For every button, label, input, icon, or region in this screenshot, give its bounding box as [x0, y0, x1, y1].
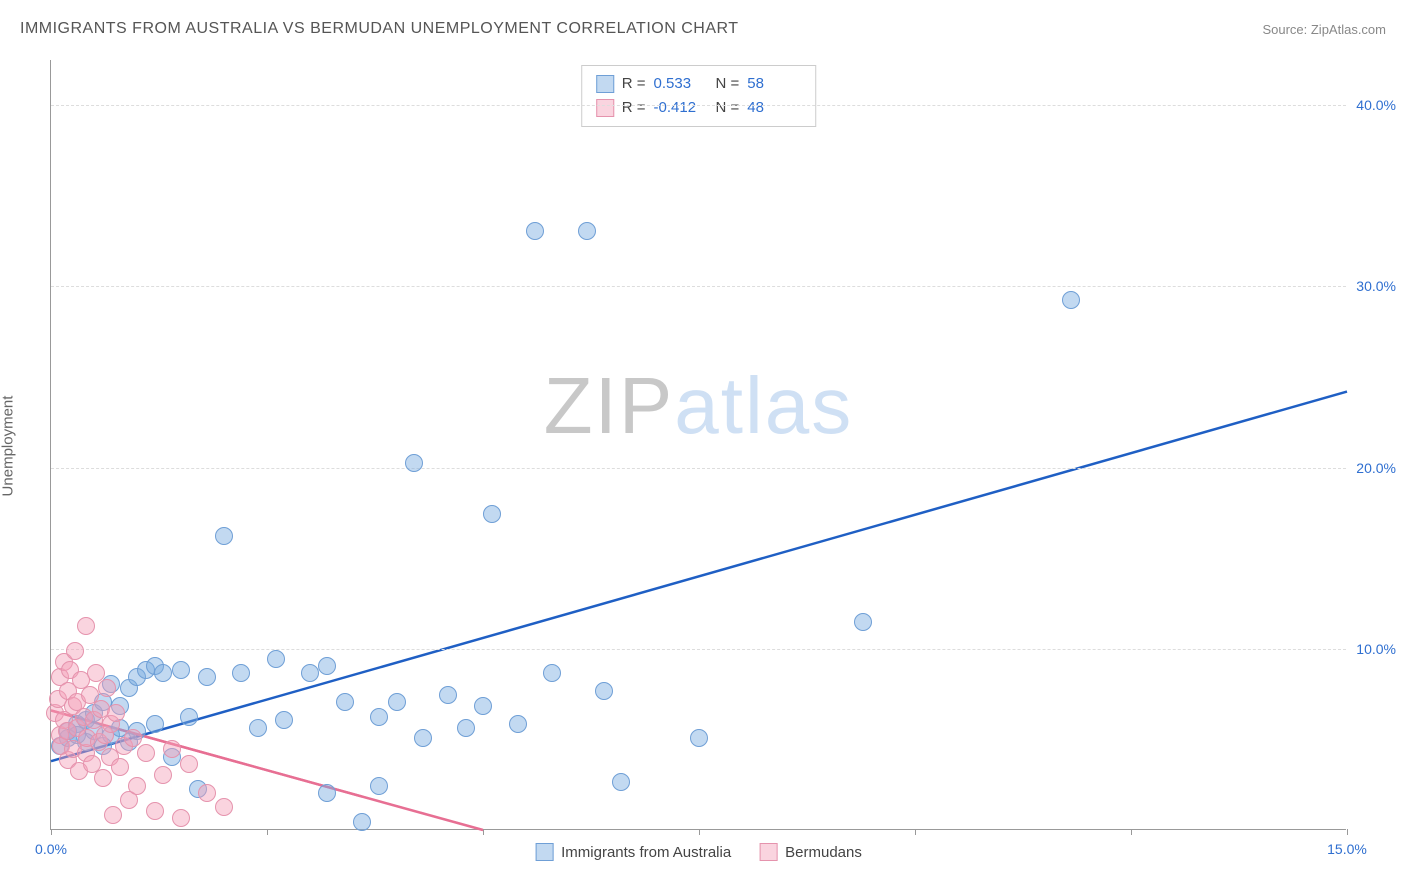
x-tick-mark — [51, 829, 52, 835]
legend-item-aus: Immigrants from Australia — [535, 843, 731, 861]
legend-label-ber: Bermudans — [785, 844, 862, 861]
data-point-aus — [353, 813, 371, 831]
data-point-aus — [146, 715, 164, 733]
data-point-aus — [318, 657, 336, 675]
gridline — [51, 649, 1346, 650]
data-point-aus — [198, 668, 216, 686]
data-point-aus — [483, 505, 501, 523]
data-point-ber — [98, 679, 116, 697]
data-point-ber — [111, 758, 129, 776]
data-point-aus — [612, 773, 630, 791]
data-point-ber — [198, 784, 216, 802]
source-citation: Source: ZipAtlas.com — [1262, 22, 1386, 37]
data-point-ber — [128, 777, 146, 795]
data-point-ber — [107, 704, 125, 722]
x-tick-mark — [1347, 829, 1348, 835]
data-point-aus — [595, 682, 613, 700]
data-point-ber — [124, 729, 142, 747]
data-point-ber — [172, 809, 190, 827]
legend-label-aus: Immigrants from Australia — [561, 844, 731, 861]
data-point-aus — [232, 664, 250, 682]
data-point-aus — [172, 661, 190, 679]
data-point-aus — [414, 729, 432, 747]
data-point-ber — [215, 798, 233, 816]
data-point-aus — [370, 777, 388, 795]
data-point-ber — [154, 766, 172, 784]
data-point-ber — [94, 769, 112, 787]
x-tick-mark — [483, 829, 484, 835]
data-point-ber — [104, 806, 122, 824]
data-point-ber — [66, 642, 84, 660]
data-point-aus — [215, 527, 233, 545]
data-point-ber — [77, 617, 95, 635]
x-tick-mark — [1131, 829, 1132, 835]
data-point-aus — [405, 454, 423, 472]
y-axis-label: Unemployment — [0, 396, 17, 497]
x-tick-label: 15.0% — [1327, 841, 1367, 857]
x-tick-mark — [267, 829, 268, 835]
source-name: ZipAtlas.com — [1311, 22, 1386, 37]
chart-header: IMMIGRANTS FROM AUSTRALIA VS BERMUDAN UN… — [20, 20, 1386, 38]
gridline — [51, 468, 1346, 469]
data-point-aus — [154, 664, 172, 682]
gridline — [51, 286, 1346, 287]
trend-lines — [51, 60, 1347, 830]
y-tick-label: 40.0% — [1350, 97, 1396, 113]
data-point-aus — [301, 664, 319, 682]
data-point-aus — [275, 711, 293, 729]
source-prefix: Source: — [1262, 22, 1310, 37]
data-point-aus — [336, 693, 354, 711]
x-tick-mark — [699, 829, 700, 835]
data-point-aus — [543, 664, 561, 682]
y-tick-label: 10.0% — [1350, 641, 1396, 657]
data-point-aus — [854, 613, 872, 631]
data-point-aus — [249, 719, 267, 737]
plot-area: ZIPatlas R =0.533N =58R =-0.412N =48 Imm… — [50, 60, 1346, 830]
data-point-ber — [146, 802, 164, 820]
data-point-aus — [690, 729, 708, 747]
series-legend: Immigrants from Australia Bermudans — [535, 843, 862, 861]
data-point-ber — [180, 755, 198, 773]
data-point-aus — [474, 697, 492, 715]
y-tick-label: 20.0% — [1350, 460, 1396, 476]
gridline — [51, 105, 1346, 106]
data-point-aus — [370, 708, 388, 726]
data-point-aus — [578, 222, 596, 240]
x-tick-label: 0.0% — [35, 841, 67, 857]
legend-swatch-aus — [535, 843, 553, 861]
chart-title: IMMIGRANTS FROM AUSTRALIA VS BERMUDAN UN… — [20, 20, 739, 38]
data-point-ber — [137, 744, 155, 762]
data-point-aus — [1062, 291, 1080, 309]
data-point-aus — [318, 784, 336, 802]
data-point-aus — [180, 708, 198, 726]
legend-item-ber: Bermudans — [759, 843, 862, 861]
data-point-ber — [163, 740, 181, 758]
data-point-aus — [526, 222, 544, 240]
data-point-aus — [509, 715, 527, 733]
trend-line-aus — [51, 392, 1347, 762]
legend-swatch-ber — [759, 843, 777, 861]
x-tick-mark — [915, 829, 916, 835]
y-tick-label: 30.0% — [1350, 278, 1396, 294]
data-point-aus — [457, 719, 475, 737]
data-point-aus — [439, 686, 457, 704]
data-point-aus — [267, 650, 285, 668]
data-point-aus — [388, 693, 406, 711]
